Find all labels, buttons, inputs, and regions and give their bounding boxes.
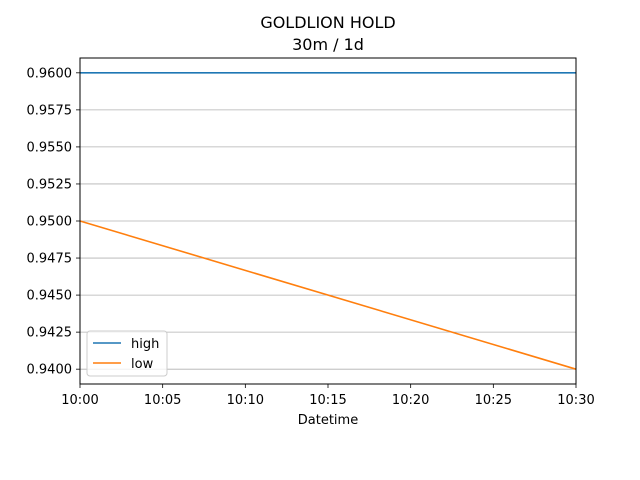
y-tick-label: 0.9475: [27, 252, 73, 267]
x-tick-label: 10:15: [309, 393, 346, 408]
y-tick-label: 0.9600: [27, 66, 73, 81]
x-tick-label: 10:00: [61, 393, 98, 408]
legend-label-high: high: [131, 337, 159, 352]
x-tick-label: 10:05: [144, 393, 181, 408]
y-tick-label: 0.9525: [27, 177, 73, 192]
x-ticks-layer: 10:00 10:05 10:10 10:15 10:20 10:25 10:30: [61, 384, 595, 408]
x-tick-label: 10:30: [557, 393, 594, 408]
series-line-low: [79, 220, 577, 370]
x-tick-label: 10:10: [227, 393, 264, 408]
y-tick-label: 0.9400: [27, 363, 73, 378]
x-tick-label: 10:20: [392, 393, 429, 408]
y-tick-label: 0.9425: [27, 326, 73, 341]
y-tick-label: 0.9550: [27, 140, 73, 155]
x-axis-label: Datetime: [298, 413, 358, 428]
y-tick-label: 0.9450: [27, 289, 73, 304]
y-tick-label: 0.9575: [27, 103, 73, 118]
y-tick-label: 0.9500: [27, 215, 73, 230]
x-tick-label: 10:25: [475, 393, 512, 408]
chart-title: GOLDLION HOLD: [260, 13, 395, 32]
legend: high low: [86, 330, 168, 377]
series-layer: [79, 72, 577, 370]
chart-subtitle: 30m / 1d: [292, 35, 364, 54]
legend-label-low: low: [131, 357, 154, 372]
y-ticks-layer: 0.9400 0.9425 0.9450 0.9475 0.9500 0.9525 0.95…: [27, 66, 80, 378]
